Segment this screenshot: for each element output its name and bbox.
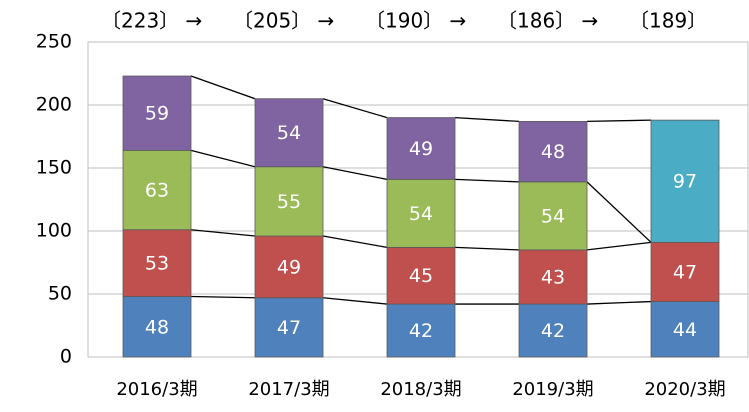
connector xyxy=(586,181,652,243)
value-label: 43 xyxy=(541,266,565,288)
connector xyxy=(454,116,520,123)
y-tick-label: 0 xyxy=(60,346,72,368)
total-label: 〔223〕 → xyxy=(101,9,202,33)
y-tick-label: 100 xyxy=(36,220,72,242)
bar-segment xyxy=(518,181,588,251)
connector xyxy=(454,178,520,183)
bar-segment xyxy=(254,235,324,299)
x-tick-label: 2019/3期 xyxy=(512,379,593,400)
bar-segment xyxy=(386,178,456,248)
y-tick-label: 50 xyxy=(48,283,72,305)
connector xyxy=(322,98,388,119)
value-label: 47 xyxy=(277,317,301,339)
total-label: 〔186〕 → xyxy=(497,9,598,33)
connector xyxy=(322,166,388,180)
x-tick-label: 2016/3期 xyxy=(116,379,197,400)
bar-segment xyxy=(518,120,588,183)
value-label: 55 xyxy=(277,191,301,213)
connector xyxy=(454,246,520,251)
value-label: 44 xyxy=(673,319,697,341)
value-label: 48 xyxy=(541,141,565,163)
bar-segment xyxy=(518,249,588,305)
bar-segment xyxy=(254,166,324,237)
value-label: 48 xyxy=(145,316,169,338)
value-label: 49 xyxy=(277,256,301,278)
value-label: 54 xyxy=(277,122,301,144)
bar-segment xyxy=(386,246,456,305)
bar-segment xyxy=(650,301,720,358)
x-tick-label: 2020/3期 xyxy=(644,379,725,400)
value-label: 53 xyxy=(145,253,169,275)
total-label: 〔205〕 → xyxy=(233,9,334,33)
value-label: 45 xyxy=(409,265,433,287)
bar-segment xyxy=(650,119,720,243)
connector xyxy=(586,241,652,251)
value-label: 63 xyxy=(145,180,169,202)
value-label: 54 xyxy=(541,205,565,227)
total-label: 〔190〕 → xyxy=(365,9,466,33)
connector xyxy=(322,235,388,249)
connector xyxy=(586,300,652,305)
bar-segment xyxy=(386,117,456,180)
total-label: 〔189〕 xyxy=(629,9,707,33)
bar-segment xyxy=(122,75,192,151)
x-tick-label: 2018/3期 xyxy=(380,379,461,400)
y-tick-label: 250 xyxy=(36,31,72,53)
connector xyxy=(322,297,388,305)
value-label: 49 xyxy=(409,138,433,160)
bar-segment xyxy=(518,303,588,358)
value-label: 97 xyxy=(673,171,697,193)
connector xyxy=(586,119,652,123)
x-tick-label: 2017/3期 xyxy=(248,379,329,400)
bar-segment xyxy=(122,296,192,358)
value-label: 42 xyxy=(541,320,565,342)
connector xyxy=(190,229,256,237)
y-tick-label: 200 xyxy=(36,94,72,116)
value-label: 59 xyxy=(145,103,169,125)
connector xyxy=(190,75,256,100)
connector xyxy=(190,295,256,299)
connector xyxy=(190,149,256,168)
bar-segment xyxy=(254,98,324,168)
bar-segment xyxy=(650,241,720,302)
value-label: 42 xyxy=(409,320,433,342)
y-tick-label: 150 xyxy=(36,157,72,179)
value-label: 54 xyxy=(409,203,433,225)
bar-segment xyxy=(386,303,456,358)
value-label: 47 xyxy=(673,261,697,283)
